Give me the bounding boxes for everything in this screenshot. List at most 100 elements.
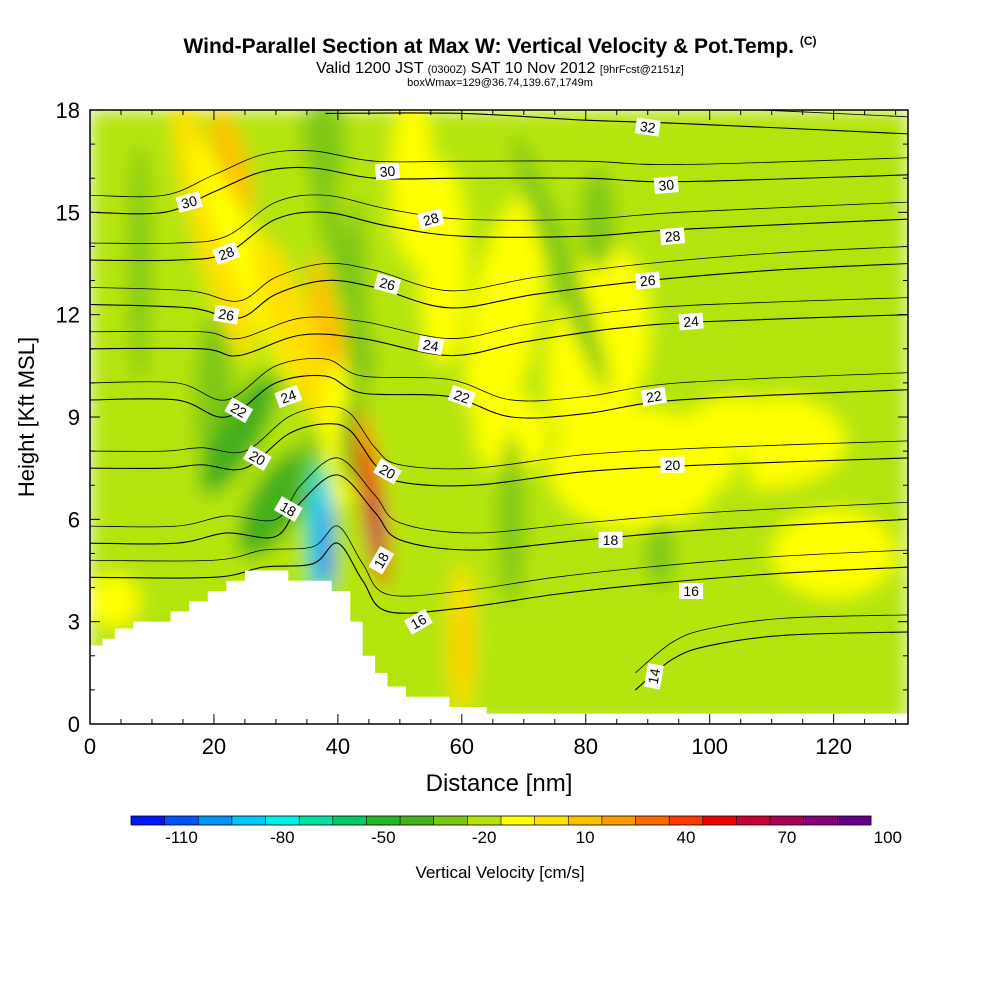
colorbar-swatch	[400, 816, 435, 825]
contour-label: 14	[643, 663, 664, 690]
colorbar-swatch	[299, 816, 334, 825]
theta-contour-minor	[90, 150, 908, 198]
box-info: boxWmax=129@36.74,139.67,1749m	[407, 77, 593, 89]
contour-label-text: 20	[247, 447, 269, 469]
contour-label: 24	[417, 335, 445, 356]
axes: 0 20 40 60 80 100 120 0 3 6 9 12 15 18	[56, 98, 908, 759]
x-tick-label: 0	[84, 734, 96, 759]
theta-contour-minor	[90, 246, 908, 302]
contour-label-text: 20	[377, 461, 399, 483]
y-tick-label: 0	[68, 712, 80, 737]
x-tick-label: 60	[450, 734, 474, 759]
colorbar-swatch	[467, 816, 502, 825]
colorbar-swatch	[501, 816, 535, 825]
colorbar-swatch	[366, 816, 401, 825]
contour-label: 22	[640, 386, 668, 407]
contour-label-bg	[598, 531, 623, 548]
contour-label: 28	[212, 241, 241, 265]
contour-label-text: 18	[603, 532, 619, 548]
x-tick-label: 120	[815, 734, 852, 759]
y-axis-label: Height [Kft MSL]	[14, 337, 39, 497]
contour-label-text: 28	[421, 209, 440, 229]
contour-label-bg	[653, 176, 679, 195]
velocity-blob	[340, 403, 360, 486]
contour-label: 20	[660, 456, 685, 473]
contour-label: 28	[659, 227, 686, 246]
contour-label: 26	[635, 271, 661, 290]
colorbar-swatch	[265, 816, 300, 825]
contour-label: 16	[679, 582, 704, 599]
colorbar-swatch	[837, 816, 872, 825]
contour-label: 28	[417, 208, 445, 230]
utc-time: (0300Z)	[427, 64, 467, 76]
colorbar-swatch	[164, 816, 199, 825]
contour-label: 20	[373, 458, 402, 485]
contour-label-text: 32	[639, 118, 657, 136]
velocity-blob	[582, 167, 614, 271]
colorbar-tick-label: -50	[371, 828, 396, 847]
velocity-blob	[465, 196, 545, 433]
contour-label-bg	[634, 117, 661, 137]
contour-label-text: 18	[278, 498, 300, 520]
contour-label-bg	[679, 582, 704, 599]
contour-label: 30	[374, 162, 401, 181]
colorbar-swatch	[702, 816, 737, 825]
copyright-mark: (C)	[799, 34, 817, 48]
theta-contour-20	[90, 423, 908, 487]
contour-label-bg	[224, 397, 254, 424]
velocity-blob	[728, 451, 754, 622]
contour-label-bg	[678, 312, 704, 331]
contour-label-text: 18	[370, 549, 392, 571]
velocity-blob	[646, 519, 674, 588]
velocity-blob	[346, 195, 367, 435]
contour-label: 26	[373, 273, 402, 295]
theta-contour-minor	[90, 525, 908, 597]
contour-label: 16	[404, 608, 433, 635]
colorbar-tick-label: -110	[165, 828, 198, 847]
colorbar-swatch	[736, 816, 771, 825]
velocity-blob	[253, 235, 336, 429]
contour-labels: 32 30 30 30 28 28 28 26 26 26 24 24 24 22 22 22 20 20 20 18…	[175, 117, 704, 690]
y-tick-label: 18	[56, 98, 80, 123]
theta-contour-minor	[90, 406, 908, 470]
velocity-blob	[715, 297, 803, 400]
contour-label-text: 28	[664, 228, 681, 245]
contour-label-bg	[273, 496, 303, 523]
theta-contour-18	[90, 474, 908, 551]
contour-label: 22	[224, 397, 254, 424]
terrain-fill	[90, 570, 908, 724]
contour-label-bg	[175, 191, 203, 213]
velocity-blob	[90, 573, 140, 629]
theta-contour-minor	[90, 194, 908, 244]
colorbar-swatch	[332, 816, 367, 825]
x-tick-label: 100	[691, 734, 728, 759]
valid-date: SAT 10 Nov 2012	[470, 60, 596, 77]
velocity-blob	[199, 373, 278, 495]
forecast-info: [9hrFcst@2151z]	[599, 64, 684, 76]
contour-label-bg	[373, 273, 402, 295]
chart-title-text: Wind-Parallel Section at Max W: Vertical…	[183, 35, 794, 58]
colorbar-tick-label: -20	[472, 828, 497, 847]
contour-label-bg	[659, 227, 686, 246]
theta-contour-minor	[635, 614, 908, 674]
y-tick-label: 9	[68, 405, 80, 430]
contour-label-bg	[212, 241, 241, 265]
contour-label-bg	[274, 384, 303, 409]
theta-contours	[90, 110, 908, 691]
contour-label: 20	[242, 445, 272, 471]
velocity-blob	[672, 393, 847, 489]
colorbar-swatch	[433, 816, 468, 825]
contour-label-text: 16	[408, 611, 430, 633]
colorbar-swatch	[635, 816, 670, 825]
contour-label-bg	[374, 162, 401, 181]
contour-label: 32	[634, 117, 661, 137]
velocity-blob	[129, 144, 150, 383]
contour-label-bg	[368, 545, 395, 575]
colorbar-swatch	[568, 816, 603, 825]
colorbar-swatch	[601, 816, 636, 825]
velocity-blob	[324, 536, 333, 585]
contour-label-bg	[242, 445, 272, 471]
contour-label: 26	[213, 304, 240, 325]
x-axis-label: Distance [nm]	[426, 770, 573, 797]
